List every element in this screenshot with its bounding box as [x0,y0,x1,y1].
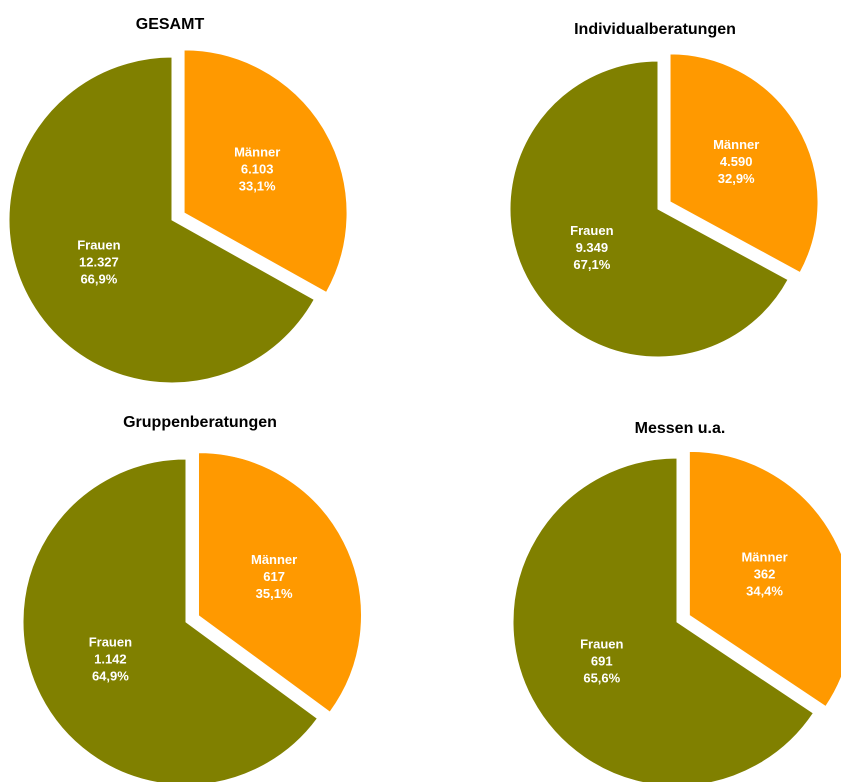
chart-title: Individualberatungen [574,21,736,38]
slice-percent: 64,9% [92,669,129,684]
slice-value: 617 [263,569,285,584]
slice-value: 362 [754,567,776,582]
pie-slice [183,49,348,294]
pie-slice [669,53,819,274]
slice-value: 6.103 [241,161,274,176]
slice-label: Frauen [580,637,623,652]
slice-percent: 67,1% [573,257,610,272]
chart-title: GESAMT [136,16,205,33]
slice-label: Frauen [77,237,120,252]
slice-value: 1.142 [94,652,127,667]
slice-label: Frauen [570,223,613,238]
slice-label: Frauen [89,635,132,650]
slice-label: Männer [251,552,297,567]
slice-value: 691 [591,654,613,669]
slice-value: 4.590 [720,154,753,169]
slice-percent: 32,9% [718,171,755,186]
slice-label: Männer [713,137,759,152]
slice-label: Männer [741,550,787,565]
chart-title: Messen u.a. [635,420,726,437]
pie-slice [512,457,815,782]
pie-slice [197,452,362,713]
slice-percent: 34,4% [746,584,783,599]
chart-title: Gruppenberatungen [123,414,277,431]
slice-percent: 66,9% [80,271,117,286]
slice-percent: 33,1% [239,178,276,193]
pie-slice [22,458,319,782]
pie-slice [509,60,789,358]
pie-slice [688,450,841,708]
slice-percent: 35,1% [256,586,293,601]
pie-slice [8,56,315,384]
slice-value: 12.327 [79,254,119,269]
slice-label: Männer [234,144,280,159]
slice-percent: 65,6% [583,671,620,686]
slice-value: 9.349 [576,240,609,255]
